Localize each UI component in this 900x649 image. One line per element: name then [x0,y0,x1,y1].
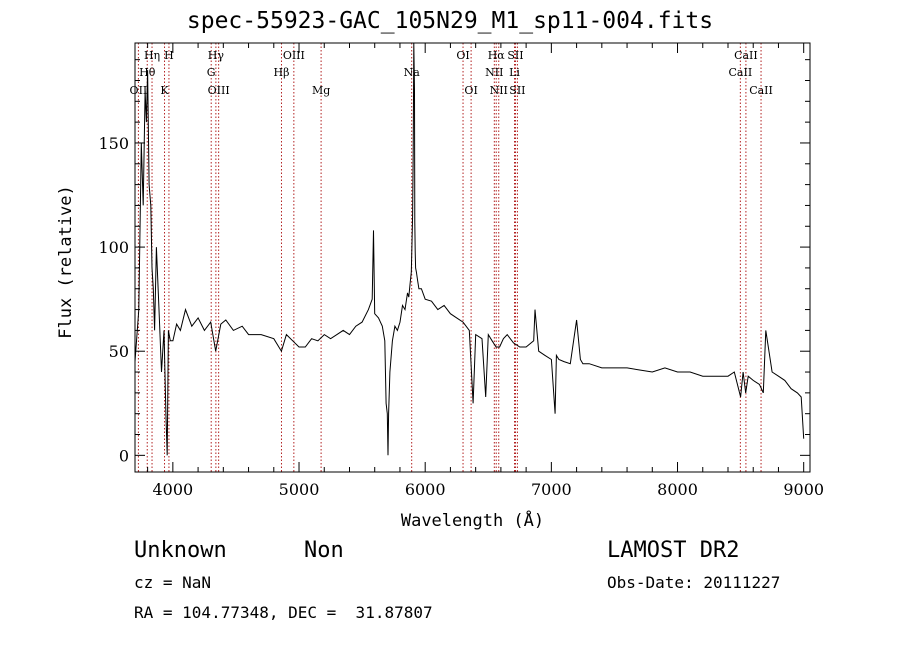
line-label: G [207,66,216,79]
line-label: SII [507,49,523,62]
observation-date: Obs-Date: 20111227 [607,573,781,592]
line-label: SII [509,84,525,97]
spectrum-series [134,42,805,456]
axis-ticks: 4000 5000 6000 7000 8000 9000 0 50 100 150 [98,43,824,499]
line-label: CaII [749,84,773,97]
line-label: Hα [488,49,506,62]
y-tick-label: 0 [119,446,129,465]
redshift-cz: cz = NaN [134,573,212,592]
object-subclass: Non [304,538,344,563]
coordinates-ra-dec: RA = 104.77348, DEC = 31.87807 [134,603,433,622]
line-label: H [164,49,174,62]
line-markers [137,43,762,472]
x-tick-label: 4000 [152,480,193,499]
survey-name: LAMOST DR2 [607,538,740,563]
line-label: CaII [734,49,758,62]
x-tick-label: 7000 [531,480,572,499]
line-label: Hη [144,49,160,62]
x-axis-label: Wavelength (Å) [400,511,545,531]
line-label: Hβ [274,66,290,79]
line-label: Hγ [208,49,225,62]
spectrum-line [134,42,805,456]
line-label: NII [490,84,508,97]
line-label: OIII [208,84,230,97]
x-tick-label: 6000 [405,480,446,499]
line-label: Hθ [139,66,156,79]
line-label: Na [404,66,421,79]
line-label: Li [509,66,520,79]
x-tick-label: 8000 [657,480,698,499]
line-label: NII [485,66,503,79]
line-label: OII [130,84,148,97]
line-label: Mg [312,84,330,97]
line-label: OIII [283,49,305,62]
object-class: Unknown [134,538,227,563]
line-label: K [160,84,169,97]
y-tick-label: 100 [98,238,129,257]
line-label: CaII [729,66,753,79]
chart-title: spec-55923-GAC_105N29_M1_sp11-004.fits [186,8,714,34]
y-axis-label: Flux (relative) [56,185,76,339]
line-label: OI [456,49,469,62]
line-label: OI [464,84,477,97]
plot-frame [134,42,811,473]
x-tick-label: 5000 [279,480,320,499]
y-tick-label: 50 [109,342,129,361]
x-tick-label: 9000 [783,480,824,499]
y-tick-label: 150 [98,134,129,153]
